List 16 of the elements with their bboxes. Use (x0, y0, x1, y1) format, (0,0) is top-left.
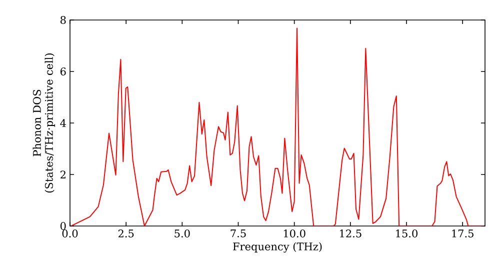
x-axis-title: Frequency (THz) (233, 242, 322, 253)
y-tick-label: 8 (60, 16, 66, 24)
x-tick-label: 7.5 (230, 230, 246, 238)
x-tick-label: 17.5 (452, 230, 474, 238)
x-tick-label: 0.0 (62, 230, 78, 238)
x-tick-label: 10.0 (284, 230, 306, 238)
y-tick-label: 2 (60, 170, 66, 178)
x-tick-label: 12.5 (340, 230, 362, 238)
x-tick-label: 5.0 (174, 230, 190, 238)
y-tick-label: 0 (60, 222, 66, 230)
x-tick-label: 2.5 (118, 230, 134, 238)
y-tick-label: 4 (60, 119, 66, 127)
line-series (70, 28, 484, 226)
x-tick-label: 15.0 (396, 230, 418, 238)
y-tick-label: 6 (60, 68, 66, 76)
y-axis-title: Phonon DOS (States/THz·primitive cell) (32, 53, 55, 193)
